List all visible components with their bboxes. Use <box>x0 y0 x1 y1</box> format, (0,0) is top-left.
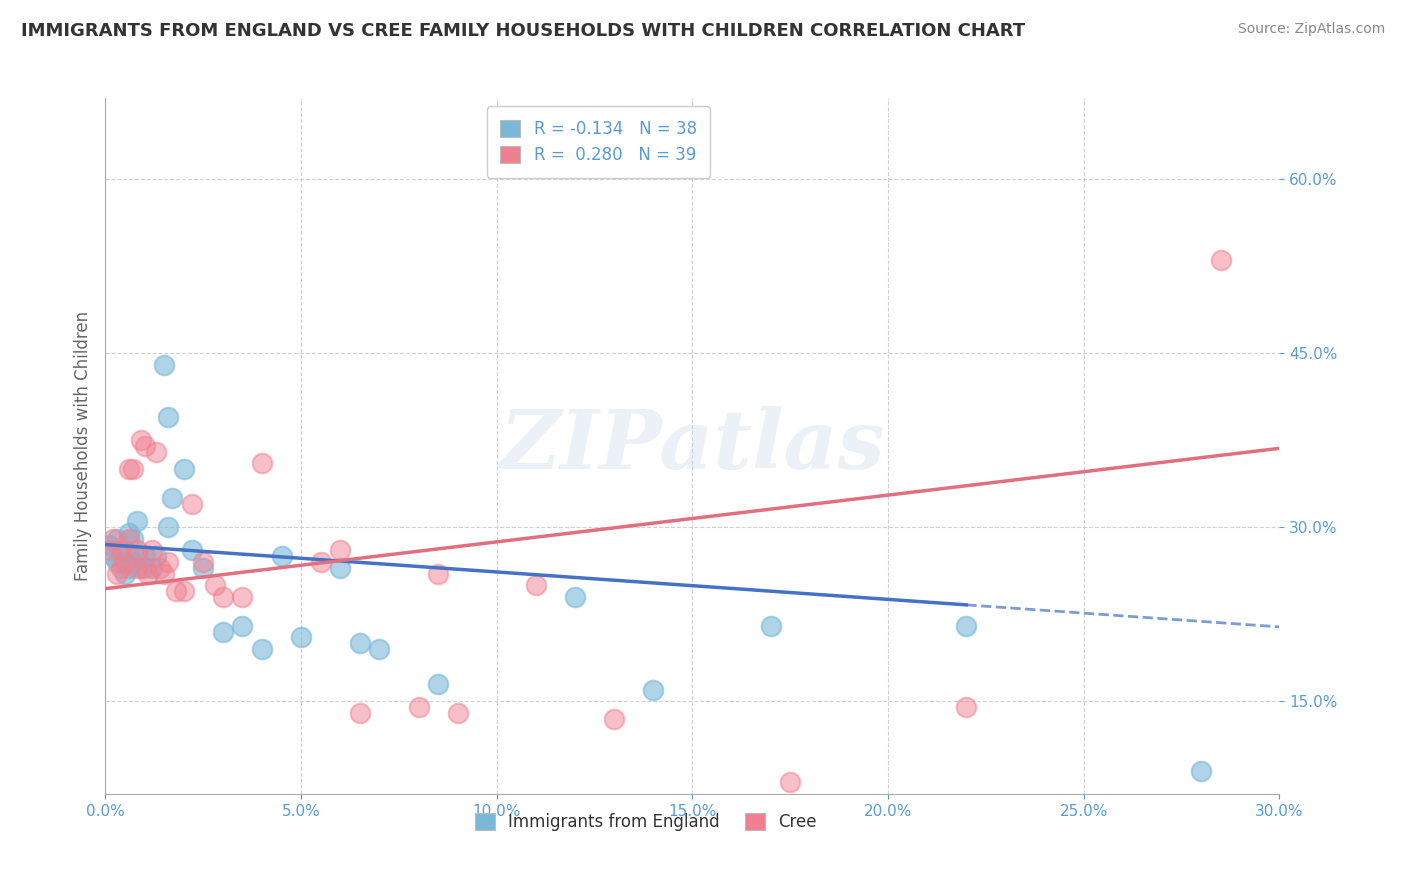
Point <box>103 549 125 564</box>
Point <box>121 532 143 546</box>
Point <box>349 636 371 650</box>
Point <box>160 491 183 505</box>
Point <box>165 584 187 599</box>
Point <box>231 590 253 604</box>
Point <box>125 514 148 528</box>
Point <box>134 549 156 564</box>
Text: ZIPatlas: ZIPatlas <box>499 406 886 486</box>
Point <box>105 532 128 546</box>
Point <box>98 543 121 558</box>
Point <box>121 462 143 476</box>
Point <box>427 566 450 581</box>
Point <box>134 439 156 453</box>
Point <box>603 712 626 726</box>
Point <box>118 561 141 575</box>
Point <box>427 676 450 690</box>
Point <box>138 566 160 581</box>
Point <box>211 624 233 639</box>
Point <box>329 543 352 558</box>
Point <box>329 561 352 575</box>
Point <box>125 561 148 575</box>
Point <box>1209 253 1232 268</box>
Point <box>114 543 136 558</box>
Point <box>193 561 215 575</box>
Point <box>290 631 312 645</box>
Point <box>110 549 132 564</box>
Point <box>125 543 148 558</box>
Point <box>157 520 180 534</box>
Point <box>447 706 470 720</box>
Point <box>779 775 801 789</box>
Point <box>110 561 132 575</box>
Point <box>118 532 141 546</box>
Point <box>149 561 172 575</box>
Text: IMMIGRANTS FROM ENGLAND VS CREE FAMILY HOUSEHOLDS WITH CHILDREN CORRELATION CHAR: IMMIGRANTS FROM ENGLAND VS CREE FAMILY H… <box>21 22 1025 40</box>
Point <box>955 619 977 633</box>
Point <box>204 578 226 592</box>
Point <box>114 555 136 569</box>
Point <box>145 549 167 564</box>
Point <box>110 543 132 558</box>
Point <box>955 699 977 714</box>
Point <box>129 561 152 575</box>
Point <box>180 543 202 558</box>
Point <box>270 549 292 564</box>
Point <box>141 543 163 558</box>
Point <box>524 578 547 592</box>
Point <box>145 445 167 459</box>
Point <box>157 555 180 569</box>
Point <box>1189 764 1212 778</box>
Point <box>118 526 141 541</box>
Point <box>134 561 156 575</box>
Legend: Immigrants from England, Cree: Immigrants from England, Cree <box>464 803 827 841</box>
Point <box>759 619 782 633</box>
Text: Source: ZipAtlas.com: Source: ZipAtlas.com <box>1237 22 1385 37</box>
Point <box>105 555 128 569</box>
Point <box>153 358 176 372</box>
Point <box>98 537 121 551</box>
Point <box>121 555 143 569</box>
Point <box>105 566 128 581</box>
Point <box>211 590 233 604</box>
Point <box>103 532 125 546</box>
Point <box>118 462 141 476</box>
Point <box>114 566 136 581</box>
Point <box>129 434 152 448</box>
Point <box>643 682 665 697</box>
Point <box>250 457 273 471</box>
Point <box>309 555 332 569</box>
Point <box>157 410 180 425</box>
Point <box>173 462 195 476</box>
Point <box>193 555 215 569</box>
Point <box>141 561 163 575</box>
Point <box>153 566 176 581</box>
Point <box>125 549 148 564</box>
Point <box>180 497 202 511</box>
Point <box>231 619 253 633</box>
Point <box>173 584 195 599</box>
Point <box>368 642 391 657</box>
Point <box>408 699 430 714</box>
Y-axis label: Family Households with Children: Family Households with Children <box>73 311 91 581</box>
Point <box>564 590 586 604</box>
Point <box>349 706 371 720</box>
Point <box>250 642 273 657</box>
